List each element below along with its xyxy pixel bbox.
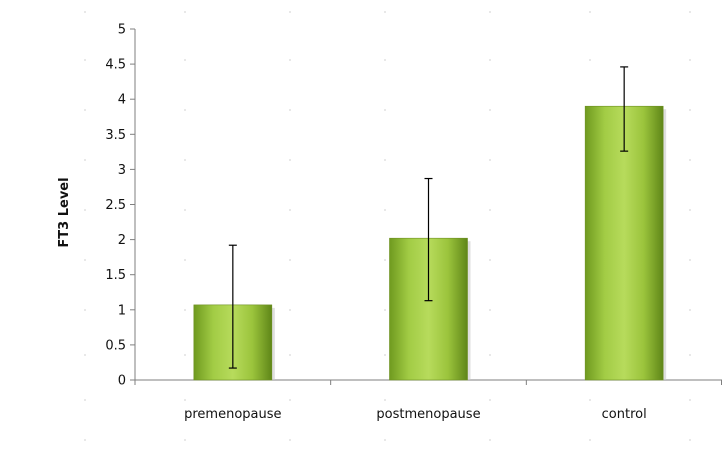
bg-dot [289,159,291,161]
y-tick-label: 2.5 [105,198,126,213]
y-tick-label: 0 [118,374,126,389]
bg-dot [589,399,591,401]
bg-dot [384,399,386,401]
bg-dot [489,11,491,13]
bg-dot [689,209,691,211]
bg-dot [289,354,291,356]
category-label: premenopause [184,407,281,422]
category-label: control [602,407,647,422]
bg-dot [289,309,291,311]
bg-dot [184,159,186,161]
y-tick-label: 0.5 [105,338,126,353]
bg-dot [689,439,691,441]
y-tick-label: 4 [118,93,126,108]
bg-dot [384,59,386,61]
bg-dot [689,11,691,13]
bg-dot [184,11,186,13]
bg-dot [84,11,86,13]
bg-dot [384,259,386,261]
bg-dot [184,209,186,211]
bg-dot [689,159,691,161]
bg-dot [384,109,386,111]
bg-dot [84,159,86,161]
bg-dot [289,209,291,211]
bg-dot [489,59,491,61]
bg-dot [84,59,86,61]
bg-dot [84,309,86,311]
bg-dot [84,209,86,211]
bg-dot [689,354,691,356]
bg-dot [184,399,186,401]
bg-dot [84,439,86,441]
bg-dot [84,354,86,356]
bg-dot [184,309,186,311]
y-tick-label: 4.5 [105,58,126,73]
bg-dot [489,354,491,356]
bg-dot [84,399,86,401]
bg-dot [489,209,491,211]
bg-dot [384,159,386,161]
bg-dot [489,399,491,401]
bg-dot [384,209,386,211]
category-label: postmenopause [376,407,480,422]
bg-dot [289,439,291,441]
category-labels: premenopause postmenopause control [184,407,647,422]
bg-dot [84,259,86,261]
y-tick-label: 3 [118,163,126,178]
bg-dot [489,159,491,161]
y-tick-label: 2 [118,233,126,248]
y-axis-label: FT3 Level [57,177,72,247]
y-axis: 0 0.5 1 1.5 2 2.5 3 3.5 4 4.5 5 [105,23,135,389]
bg-dot [384,439,386,441]
bg-dot [184,109,186,111]
bg-dot [184,439,186,441]
bg-dot [289,11,291,13]
bg-dot [689,109,691,111]
x-axis [135,380,722,385]
bg-dot [689,259,691,261]
bg-dot [689,309,691,311]
bg-dot [289,259,291,261]
bg-dot [489,439,491,441]
bg-dot [589,11,591,13]
bg-dot [84,109,86,111]
y-tick-label: 3.5 [105,128,126,143]
bg-dot [589,59,591,61]
y-tick-label: 5 [118,23,126,38]
bars [194,106,666,380]
bg-dot [689,399,691,401]
bg-dot [384,354,386,356]
bg-dot [384,11,386,13]
bg-dot [384,309,386,311]
bg-dot [489,309,491,311]
bg-dot [289,399,291,401]
bg-dot [184,354,186,356]
y-tick-label: 1.5 [105,268,126,283]
bg-dot [289,59,291,61]
bg-dot [489,259,491,261]
bg-dot [689,59,691,61]
y-tick-label: 1 [118,303,126,318]
bg-dot [184,259,186,261]
bg-dot [489,109,491,111]
bg-dot [184,59,186,61]
bg-dot [289,109,291,111]
bg-dot [589,439,591,441]
